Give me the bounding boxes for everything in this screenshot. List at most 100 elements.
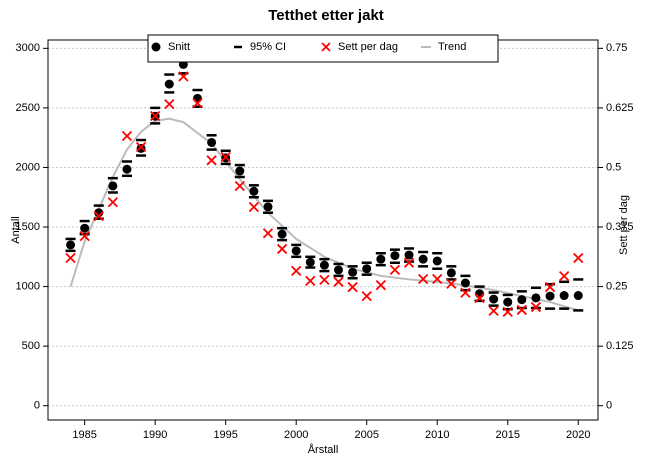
snitt-point xyxy=(446,268,456,278)
x-tick-label: 1995 xyxy=(213,429,237,441)
x-stroke xyxy=(559,270,570,282)
sett-marker xyxy=(474,292,485,304)
sett-marker xyxy=(248,201,260,213)
y-axis-label: Antall xyxy=(10,216,22,244)
x-tick-label: 2015 xyxy=(496,429,520,441)
x-stroke xyxy=(135,141,147,153)
x-stroke xyxy=(319,274,330,286)
sett-marker xyxy=(333,276,344,287)
y-tick-label: 1000 xyxy=(16,280,40,292)
sett-marker xyxy=(559,270,570,282)
y2-tick-label: 0.25 xyxy=(606,280,627,292)
sett-marker xyxy=(93,210,104,222)
sett-marker xyxy=(79,230,90,242)
sett-marker xyxy=(488,305,499,317)
x-stroke xyxy=(403,257,415,268)
snitt-point xyxy=(376,254,386,264)
snitt-point xyxy=(503,297,513,307)
sett-marker xyxy=(389,264,401,276)
sett-marker xyxy=(121,130,133,142)
sett-marker xyxy=(291,265,302,276)
snitt-point xyxy=(192,93,202,103)
x-stroke xyxy=(516,304,527,316)
snitt-point xyxy=(460,278,470,288)
x-stroke xyxy=(488,305,499,317)
x-stroke xyxy=(347,281,358,293)
snitt-point xyxy=(80,223,90,233)
x-stroke xyxy=(206,155,217,166)
sett-marker xyxy=(446,278,457,289)
y2-tick-label: 0.5 xyxy=(606,161,621,173)
snitt-point xyxy=(559,291,569,301)
sett-marker xyxy=(432,273,443,285)
x-stroke xyxy=(417,273,429,285)
snitt-point xyxy=(305,257,315,267)
sett-marker xyxy=(544,281,556,293)
snitt-point xyxy=(545,291,555,301)
snitt-point xyxy=(263,202,273,212)
sett-marker xyxy=(347,281,358,293)
legend-label: Trend xyxy=(438,41,466,53)
sett-marker xyxy=(375,280,386,291)
sett-marker xyxy=(220,151,231,163)
sett-marker xyxy=(234,180,245,192)
x-stroke xyxy=(262,228,274,239)
y-tick-label: 2500 xyxy=(16,102,40,114)
sett-marker xyxy=(573,252,584,264)
sett-marker xyxy=(361,290,372,302)
legend-box xyxy=(147,34,499,63)
trend-line xyxy=(69,117,579,312)
snitt-point xyxy=(66,240,76,250)
x-tick-label: 1990 xyxy=(143,429,167,441)
snitt-point xyxy=(489,294,499,304)
x-stroke xyxy=(79,230,90,242)
x-stroke xyxy=(446,278,457,289)
snitt-point xyxy=(334,265,344,275)
x-stroke xyxy=(460,287,471,298)
snitt-point xyxy=(531,293,541,303)
x-stroke xyxy=(65,252,76,264)
x-stroke xyxy=(164,98,175,110)
snitt-point xyxy=(573,291,583,301)
x-tick-label: 1985 xyxy=(72,429,96,441)
x-stroke xyxy=(573,252,584,264)
snitt-point xyxy=(418,254,428,264)
sett-marker xyxy=(206,155,217,166)
x-stroke xyxy=(150,110,161,122)
legend-swatch xyxy=(151,42,161,52)
sett-marker xyxy=(135,141,147,153)
snitt-point xyxy=(207,137,217,147)
y-tick-label: 2000 xyxy=(16,161,40,173)
x-tick-label: 2005 xyxy=(354,429,378,441)
x-stroke xyxy=(93,210,104,222)
sett-marker xyxy=(262,228,274,239)
snitt-point xyxy=(235,166,245,176)
x-stroke xyxy=(361,290,372,302)
sett-marker xyxy=(530,301,542,313)
y-tick-label: 500 xyxy=(22,340,40,352)
x-stroke xyxy=(530,301,542,313)
x-stroke xyxy=(432,273,443,285)
snitt-point xyxy=(164,79,174,89)
x-stroke xyxy=(305,275,316,287)
snitt-point xyxy=(362,264,372,274)
snitt-point xyxy=(108,181,118,191)
snitt-point xyxy=(390,251,400,261)
y-tick-label: 1500 xyxy=(16,221,40,233)
x-stroke xyxy=(121,130,133,142)
sett-marker xyxy=(150,110,161,122)
y2-tick-label: 0 xyxy=(606,400,612,412)
x-tick-label: 2000 xyxy=(284,429,308,441)
snitt-point xyxy=(432,256,442,266)
x-stroke xyxy=(220,151,231,163)
x-tick-label: 2010 xyxy=(425,429,449,441)
snitt-point xyxy=(122,164,132,174)
plot-frame xyxy=(47,39,599,421)
chart-title: Tetthet etter jakt xyxy=(268,7,384,24)
x-stroke xyxy=(389,264,401,276)
snitt-point xyxy=(348,267,358,277)
sett-marker xyxy=(417,273,429,285)
x-axis-label: Årstall xyxy=(308,443,339,456)
y2-tick-label: 0.375 xyxy=(606,221,634,233)
sett-marker xyxy=(319,274,330,286)
